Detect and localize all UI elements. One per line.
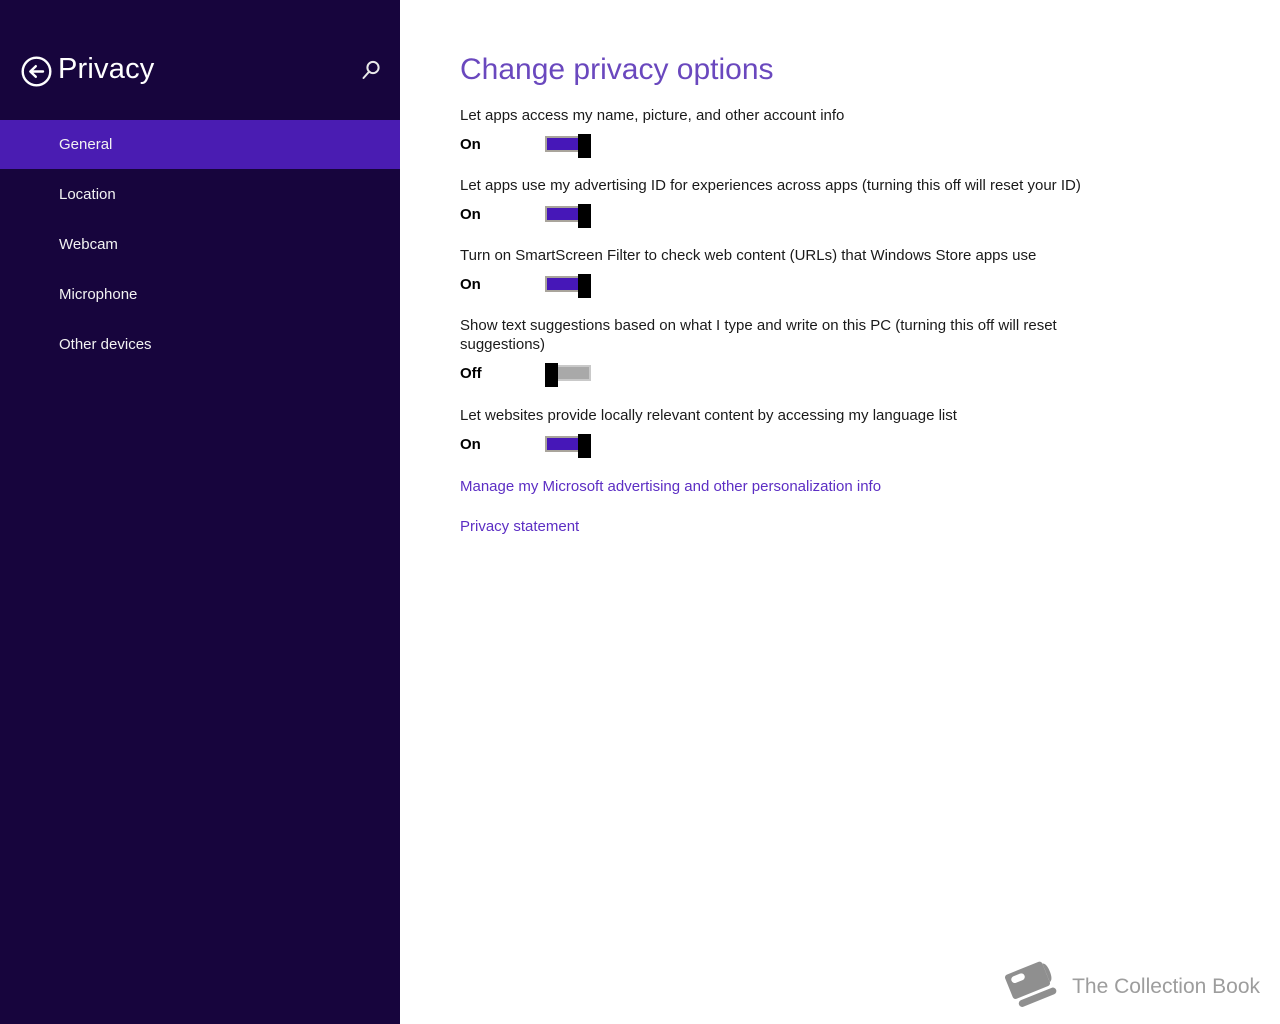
setting-advertising-id: Let apps use my advertising ID for exper…	[460, 176, 1100, 228]
sidebar-item-label: General	[59, 136, 113, 153]
setting-text-suggestions: Show text suggestions based on what I ty…	[460, 316, 1100, 387]
setting-state-row: On	[460, 132, 1100, 158]
search-button[interactable]	[358, 58, 384, 84]
setting-label: Let websites provide locally relevant co…	[460, 407, 957, 424]
watermark: The Collection Book	[1000, 957, 1260, 1016]
back-button[interactable]	[21, 56, 52, 87]
setting-language-list: Let websites provide locally relevant co…	[460, 406, 1100, 458]
toggle-state-label: On	[460, 435, 481, 453]
toggle-state-label: Off	[460, 364, 482, 382]
privacy-statement-link[interactable]: Privacy statement	[460, 518, 580, 535]
toggle-smartscreen[interactable]	[545, 274, 591, 298]
book-icon	[1000, 957, 1058, 1016]
sidebar-nav: General Location Webcam Microphone Other…	[0, 120, 400, 370]
settings-sidebar: Privacy General Location Webcam Micropho…	[0, 0, 400, 1024]
toggle-thumb[interactable]	[545, 363, 558, 387]
sidebar-item-microphone[interactable]: Microphone	[0, 270, 400, 320]
watermark-text: The Collection Book	[1072, 974, 1260, 998]
sidebar-item-webcam[interactable]: Webcam	[0, 220, 400, 270]
page-title: Privacy	[58, 53, 155, 85]
toggle-account-info[interactable]	[545, 134, 591, 158]
search-icon	[358, 60, 384, 88]
toggle-state-label: On	[460, 205, 481, 223]
setting-label: Let apps access my name, picture, and ot…	[460, 107, 845, 124]
sidebar-item-label: Microphone	[59, 286, 138, 303]
toggle-thumb[interactable]	[578, 134, 591, 158]
setting-account-info: Let apps access my name, picture, and ot…	[460, 106, 1100, 158]
back-arrow-circle-icon	[21, 56, 52, 91]
setting-state-row: Off	[460, 361, 1100, 387]
toggle-thumb[interactable]	[578, 434, 591, 458]
setting-state-row: On	[460, 432, 1100, 458]
manage-advertising-link[interactable]: Manage my Microsoft advertising and othe…	[460, 478, 882, 495]
toggle-language-list[interactable]	[545, 434, 591, 458]
sidebar-item-label: Location	[59, 186, 116, 203]
toggle-state-label: On	[460, 135, 481, 153]
sidebar-item-location[interactable]: Location	[0, 170, 400, 220]
toggle-advertising-id[interactable]	[545, 204, 591, 228]
sidebar-item-general[interactable]: General	[0, 120, 400, 169]
setting-state-row: On	[460, 202, 1100, 228]
setting-label: Show text suggestions based on what I ty…	[460, 317, 1057, 353]
toggle-state-label: On	[460, 275, 481, 293]
sidebar-item-other-devices[interactable]: Other devices	[0, 320, 400, 370]
toggle-thumb[interactable]	[578, 274, 591, 298]
toggle-text-suggestions[interactable]	[545, 363, 591, 387]
setting-label: Turn on SmartScreen Filter to check web …	[460, 247, 1037, 264]
setting-label: Let apps use my advertising ID for exper…	[460, 177, 1081, 194]
page-heading: Change privacy options	[460, 53, 774, 86]
setting-state-row: On	[460, 272, 1100, 298]
sidebar-header: Privacy	[0, 0, 400, 120]
sidebar-item-label: Other devices	[59, 336, 152, 353]
setting-smartscreen: Turn on SmartScreen Filter to check web …	[460, 246, 1100, 298]
sidebar-item-label: Webcam	[59, 236, 118, 253]
toggle-thumb[interactable]	[578, 204, 591, 228]
